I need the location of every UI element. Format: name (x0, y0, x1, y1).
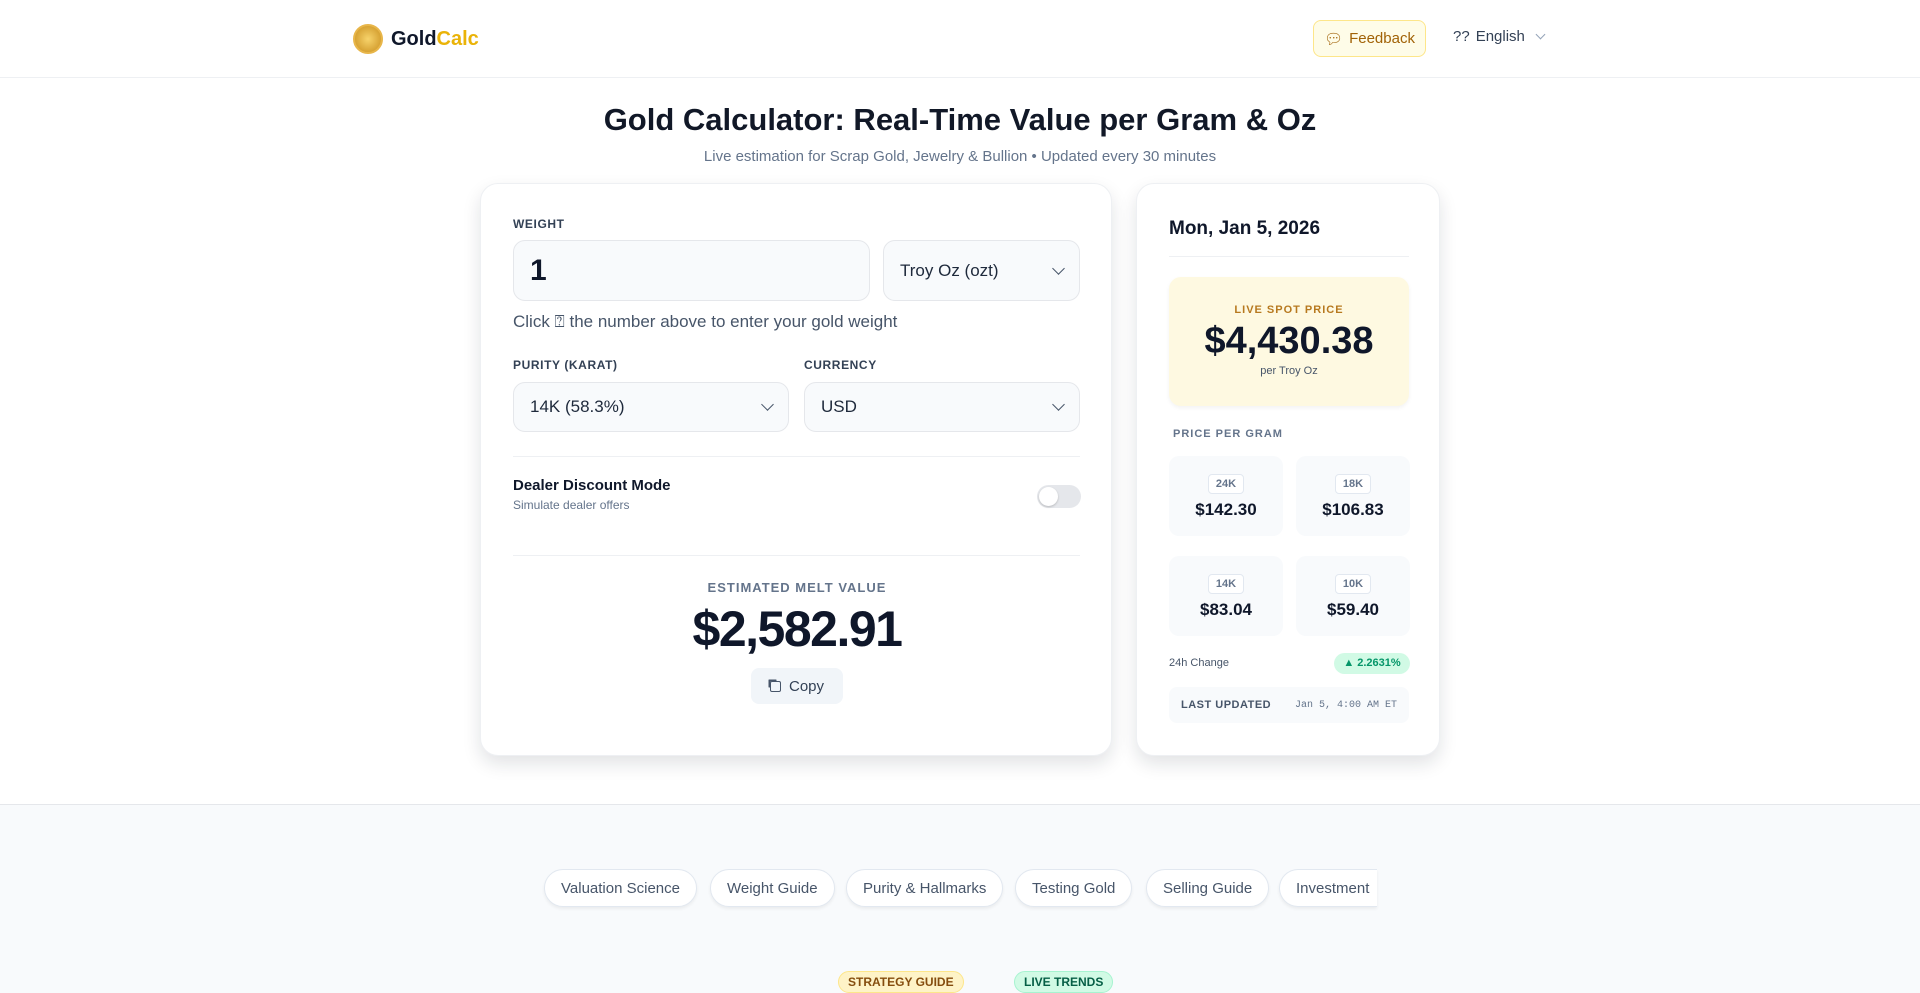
spot-unit: per Troy Oz (1260, 365, 1318, 377)
karat-tag: 24K (1207, 474, 1245, 494)
strategy-guide-badge: STRATEGY GUIDE (838, 971, 964, 993)
weight-label: WEIGHT (513, 217, 565, 231)
nav-pill-valuation-science[interactable]: Valuation Science (544, 869, 697, 907)
per-gram-price: $59.40 (1327, 600, 1379, 619)
purity-value: 14K (58.3%) (530, 397, 625, 416)
chat-bubble-icon: 💬︎ (1324, 30, 1344, 48)
gold-bar-logo-icon (353, 24, 383, 54)
pill-label: Weight Guide (727, 879, 818, 897)
karat-tag: 10K (1334, 574, 1372, 594)
dealer-mode-title: Dealer Discount Mode (513, 477, 671, 494)
language-label: English (1475, 28, 1525, 45)
pill-label: Selling Guide (1163, 879, 1253, 897)
page-subtitle: Live estimation for Scrap Gold, Jewelry … (703, 148, 1217, 165)
divider (1169, 256, 1409, 257)
spot-price-box: LIVE SPOT PRICE $4,430.38 per Troy Oz (1169, 277, 1409, 406)
currency-label: CURRENCY (804, 358, 877, 372)
copy-button[interactable]: Copy (751, 668, 843, 704)
currency-select[interactable]: USD (804, 382, 1080, 432)
purity-label: PURITY (KARAT) (513, 358, 618, 372)
dealer-mode-toggle[interactable] (1037, 485, 1081, 508)
spot-label: LIVE SPOT PRICE (1234, 304, 1344, 316)
chevron-down-icon (1535, 29, 1546, 39)
logo[interactable]: GoldCalc (353, 24, 479, 54)
spot-price-card: Mon, Jan 5, 2026 LIVE SPOT PRICE $4,430.… (1136, 183, 1440, 756)
nav-pill-testing-gold[interactable]: Testing Gold (1015, 869, 1133, 907)
logo-text: Gold (391, 27, 437, 50)
nav-pill-investment[interactable]: Investment (1279, 869, 1377, 907)
change-badge: ▲ 2.2631% (1334, 653, 1410, 674)
language-selector[interactable]: ?? English (1453, 28, 1546, 45)
spot-price: $4,430.38 (1204, 320, 1374, 362)
purity-select[interactable]: 14K (58.3%) (513, 382, 789, 432)
last-updated-value: Jan 5, 4:00 AM ET (1294, 699, 1397, 711)
pill-label: Purity & Hallmarks (863, 879, 987, 897)
copy-label: Copy (788, 677, 825, 695)
per-gram-18k: 18K $106.83 (1296, 456, 1410, 536)
feedback-label: Feedback (1349, 30, 1415, 47)
globe-icon: ?? (1453, 28, 1470, 45)
result-label: ESTIMATED MELT VALUE (707, 580, 887, 595)
chevron-down-icon (1052, 261, 1065, 275)
per-gram-price: $83.04 (1200, 600, 1252, 619)
dealer-mode-subtitle: Simulate dealer offers (513, 498, 630, 512)
per-gram-price: $106.83 (1322, 500, 1384, 519)
pill-label: Testing Gold (1032, 879, 1116, 897)
price-per-gram-label: PRICE PER GRAM (1173, 428, 1283, 440)
unit-value: Troy Oz (ozt) (900, 260, 999, 280)
copy-icon (769, 680, 781, 692)
nav-pill-selling-guide[interactable]: Selling Guide (1146, 869, 1270, 907)
pill-label: Valuation Science (561, 879, 680, 897)
live-trends-badge: LIVE TRENDS (1014, 971, 1114, 993)
calculator-card: WEIGHT 1 Troy Oz (ozt) Click ⍰ the numbe… (480, 183, 1112, 756)
divider (513, 456, 1080, 457)
logo-text-accent: Calc (436, 27, 479, 50)
last-updated: LAST UPDATED Jan 5, 4:00 AM ET (1169, 687, 1409, 723)
per-gram-10k: 10K $59.40 (1296, 556, 1410, 636)
feedback-button[interactable]: 💬︎ Feedback (1313, 20, 1426, 57)
karat-tag: 14K (1207, 574, 1245, 594)
per-gram-14k: 14K $83.04 (1169, 556, 1283, 636)
chevron-down-icon (1052, 398, 1065, 411)
nav-pill-purity[interactable]: Purity & Hallmarks (846, 869, 1004, 907)
currency-value: USD (821, 397, 857, 416)
pill-label: Investment (1296, 879, 1370, 897)
change-label: 24h Change (1169, 657, 1229, 669)
weight-helper-text: Click ⍰ the number above to enter your g… (513, 312, 898, 331)
melt-value: $2,582.91 (692, 601, 903, 657)
weight-input[interactable]: 1 (513, 240, 870, 301)
chevron-down-icon (761, 398, 774, 411)
divider (513, 555, 1080, 556)
per-gram-24k: 24K $142.30 (1169, 456, 1283, 536)
current-date: Mon, Jan 5, 2026 (1169, 218, 1321, 239)
per-gram-price: $142.30 (1195, 500, 1257, 519)
last-updated-label: LAST UPDATED (1181, 699, 1272, 711)
site-header: GoldCalc 💬︎ Feedback ?? English (0, 0, 1920, 78)
unit-select[interactable]: Troy Oz (ozt) (883, 240, 1080, 301)
weight-value: 1 (530, 253, 547, 287)
page-title: Gold Calculator: Real-Time Value per Gra… (603, 102, 1317, 137)
karat-tag: 18K (1334, 474, 1372, 494)
nav-pill-weight-guide[interactable]: Weight Guide (710, 869, 835, 907)
